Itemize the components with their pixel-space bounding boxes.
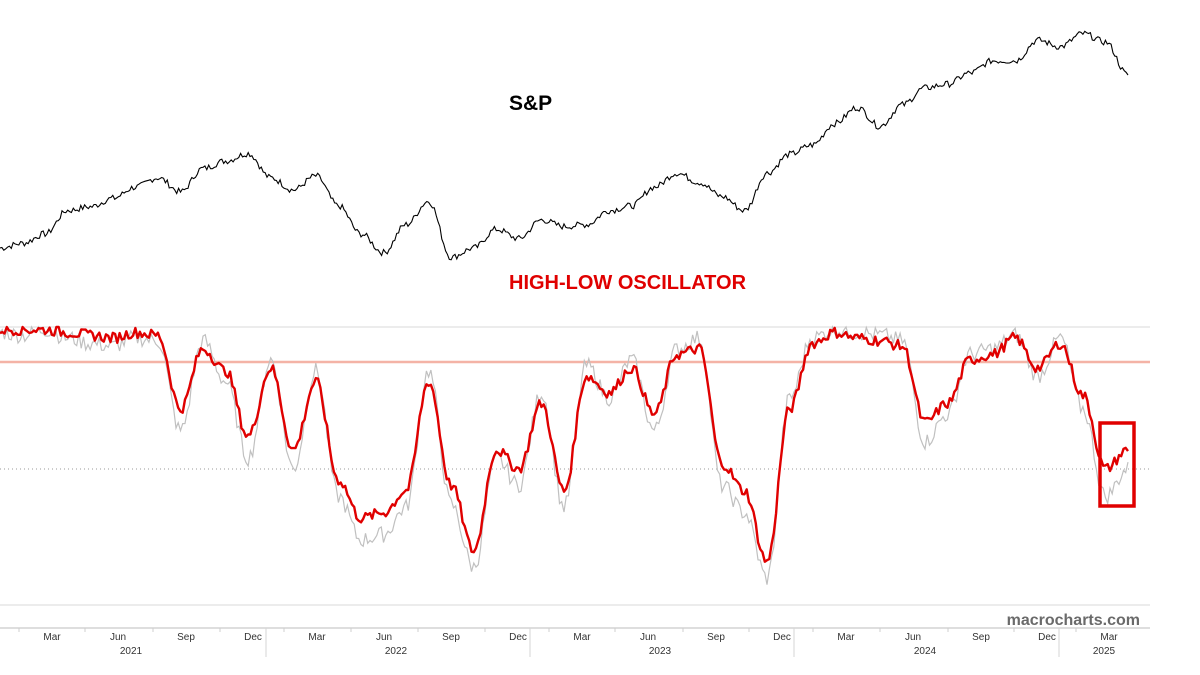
x-tick-month-label: Mar xyxy=(43,632,61,643)
x-tick-year-label: 2023 xyxy=(649,646,672,657)
x-tick-month-label: Jun xyxy=(640,632,656,643)
x-tick-year-label: 2025 xyxy=(1093,646,1116,657)
x-tick-month-label: Jun xyxy=(376,632,392,643)
oscillator-gray-line xyxy=(0,324,1129,585)
x-tick-month-label: Mar xyxy=(308,632,326,643)
x-tick-year-label: 2022 xyxy=(385,646,408,657)
x-tick-month-label: Mar xyxy=(573,632,591,643)
spx-panel: S&P xyxy=(0,30,1129,261)
x-tick-month-label: Jun xyxy=(110,632,126,643)
highlight-box xyxy=(1098,421,1136,508)
x-tick-month-label: Dec xyxy=(244,632,262,643)
spx-price-line xyxy=(0,30,1129,261)
watermark: macrocharts.com xyxy=(1007,612,1140,629)
x-axis: Mar Jun Sep Dec Mar Jun Sep Dec Mar Jun Sep Dec Mar J… xyxy=(0,627,1150,657)
x-tick-month-label: Mar xyxy=(837,632,855,643)
x-tick-month-label: Dec xyxy=(509,632,527,643)
x-tick-year-label: 2024 xyxy=(914,646,937,657)
x-tick-month-label: Dec xyxy=(1038,632,1056,643)
x-tick-month-label: Mar xyxy=(1100,632,1118,643)
x-tick-month-label: Sep xyxy=(972,632,990,643)
x-tick-month-label: Sep xyxy=(707,632,725,643)
x-tick-month-label: Sep xyxy=(177,632,195,643)
x-tick-month-label: Dec xyxy=(773,632,791,643)
oscillator-red-line xyxy=(0,325,1129,563)
spx-title: S&P xyxy=(509,92,552,115)
x-tick-month-label: Jun xyxy=(905,632,921,643)
oscillator-panel: HIGH-LOW OSCILLATOR xyxy=(0,272,1150,606)
oscillator-title: HIGH-LOW OSCILLATOR xyxy=(509,272,747,294)
x-tick-year-label: 2021 xyxy=(120,646,143,657)
x-tick-month-label: Sep xyxy=(442,632,460,643)
